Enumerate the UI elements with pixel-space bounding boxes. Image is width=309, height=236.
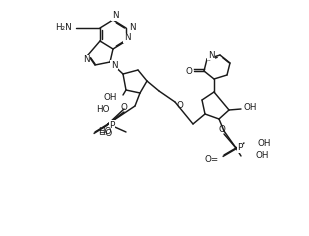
Text: N: N xyxy=(83,55,89,64)
Text: N: N xyxy=(124,34,130,42)
Text: O: O xyxy=(186,67,193,76)
Text: O=: O= xyxy=(205,156,219,164)
Text: N: N xyxy=(112,12,118,21)
Text: O: O xyxy=(121,104,127,113)
Text: N: N xyxy=(208,51,214,59)
Text: H₂N: H₂N xyxy=(55,24,72,33)
Text: OH: OH xyxy=(104,93,117,101)
Text: O: O xyxy=(218,126,226,135)
Text: O: O xyxy=(176,101,184,110)
Text: HO: HO xyxy=(96,105,110,114)
Text: N: N xyxy=(111,60,117,69)
Text: N: N xyxy=(129,24,135,33)
Text: OH: OH xyxy=(243,104,256,113)
Text: OH: OH xyxy=(255,152,269,160)
Text: =O: =O xyxy=(98,130,112,139)
Text: P: P xyxy=(237,143,243,152)
Text: P: P xyxy=(109,121,115,130)
Text: OH: OH xyxy=(258,139,272,148)
Text: HO: HO xyxy=(99,127,112,136)
